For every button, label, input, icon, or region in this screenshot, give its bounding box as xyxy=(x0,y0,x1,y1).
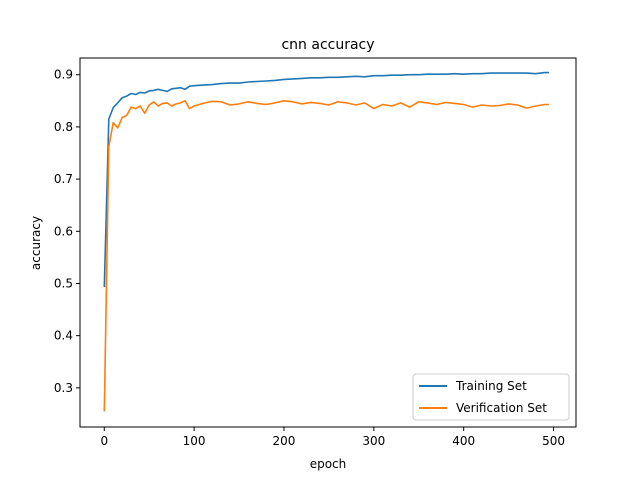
legend: Training Set Verification Set xyxy=(412,373,570,421)
x-tick-label: 0 xyxy=(100,434,108,448)
y-axis-ticks: 0.3 0.4 0.5 0.6 0.7 0.8 0.9 xyxy=(54,68,80,395)
plot-area xyxy=(79,57,577,428)
verification-set-line xyxy=(103,100,549,412)
x-axis-ticks: 0 100 200 300 400 500 xyxy=(100,427,565,448)
y-tick-label: 0.6 xyxy=(54,224,73,238)
legend-label-verification: Verification Set xyxy=(456,401,547,415)
chart-title: cnn accuracy xyxy=(281,37,374,53)
y-axis-label: accuracy xyxy=(29,216,43,270)
y-tick-label: 0.7 xyxy=(54,172,73,186)
y-tick-label: 0.4 xyxy=(54,329,73,343)
x-tick-label: 300 xyxy=(362,434,385,448)
y-tick-label: 0.3 xyxy=(54,381,73,395)
y-tick-label: 0.5 xyxy=(54,276,73,290)
plot-frame xyxy=(79,57,577,428)
x-tick-label: 500 xyxy=(542,434,565,448)
x-tick-label: 100 xyxy=(183,434,206,448)
x-tick-label: 400 xyxy=(452,434,475,448)
legend-label-training: Training Set xyxy=(455,379,527,393)
legend-box xyxy=(412,373,570,421)
y-tick-label: 0.8 xyxy=(54,120,73,134)
y-tick-label: 0.9 xyxy=(54,68,73,82)
training-set-line xyxy=(103,71,549,288)
x-tick-label: 200 xyxy=(273,434,296,448)
x-axis-label: epoch xyxy=(310,457,347,471)
series-group xyxy=(103,71,549,412)
